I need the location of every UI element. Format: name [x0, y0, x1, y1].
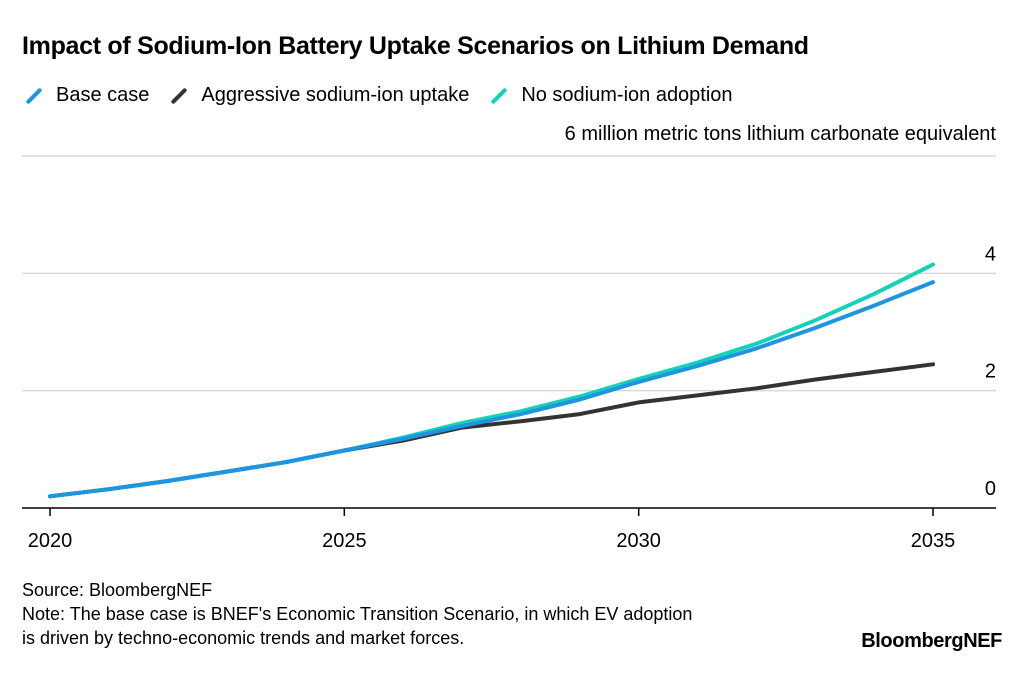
legend-item-no-adoption: No sodium-ion adoption [487, 84, 733, 107]
y-axis-unit-label: 6 million metric tons lithium carbonate … [565, 123, 997, 145]
x-tick-label: 2030 [616, 530, 661, 552]
legend-label-aggressive: Aggressive sodium-ion uptake [201, 84, 470, 106]
y-tick-label: 2 [985, 361, 996, 383]
x-tick-label: 2025 [322, 530, 367, 552]
grid-layer [22, 155, 996, 392]
axis-layer: 6 million metric tons lithium carbonate … [22, 123, 996, 552]
note-text-line-2: is driven by techno-economic trends and … [22, 628, 465, 648]
chart-title: Impact of Sodium-Ion Battery Uptake Scen… [22, 32, 809, 60]
legend-label-base-case: Base case [56, 84, 150, 106]
legend: Base case Aggressive sodium-ion uptake N… [22, 84, 751, 107]
note-text-line-1: Note: The base case is BNEF's Economic T… [22, 604, 693, 624]
footnote: Source: BloombergNEF Note: The base case… [22, 578, 692, 650]
brand-logo: BloombergNEF [861, 630, 1002, 652]
legend-item-aggressive: Aggressive sodium-ion uptake [167, 84, 469, 107]
series-layer [48, 262, 935, 499]
series-line-aggressive-sodium-ion-uptake [48, 362, 935, 499]
x-tick-label: 2020 [28, 530, 73, 552]
legend-item-base-case: Base case [22, 84, 149, 107]
legend-label-no-adoption: No sodium-ion adoption [521, 84, 733, 106]
y-tick-label: 0 [985, 478, 996, 500]
x-tick-label: 2035 [911, 530, 956, 552]
y-tick-label: 4 [985, 243, 996, 265]
series-line-base-case [48, 280, 935, 499]
source-text: Source: BloombergNEF [22, 580, 213, 600]
